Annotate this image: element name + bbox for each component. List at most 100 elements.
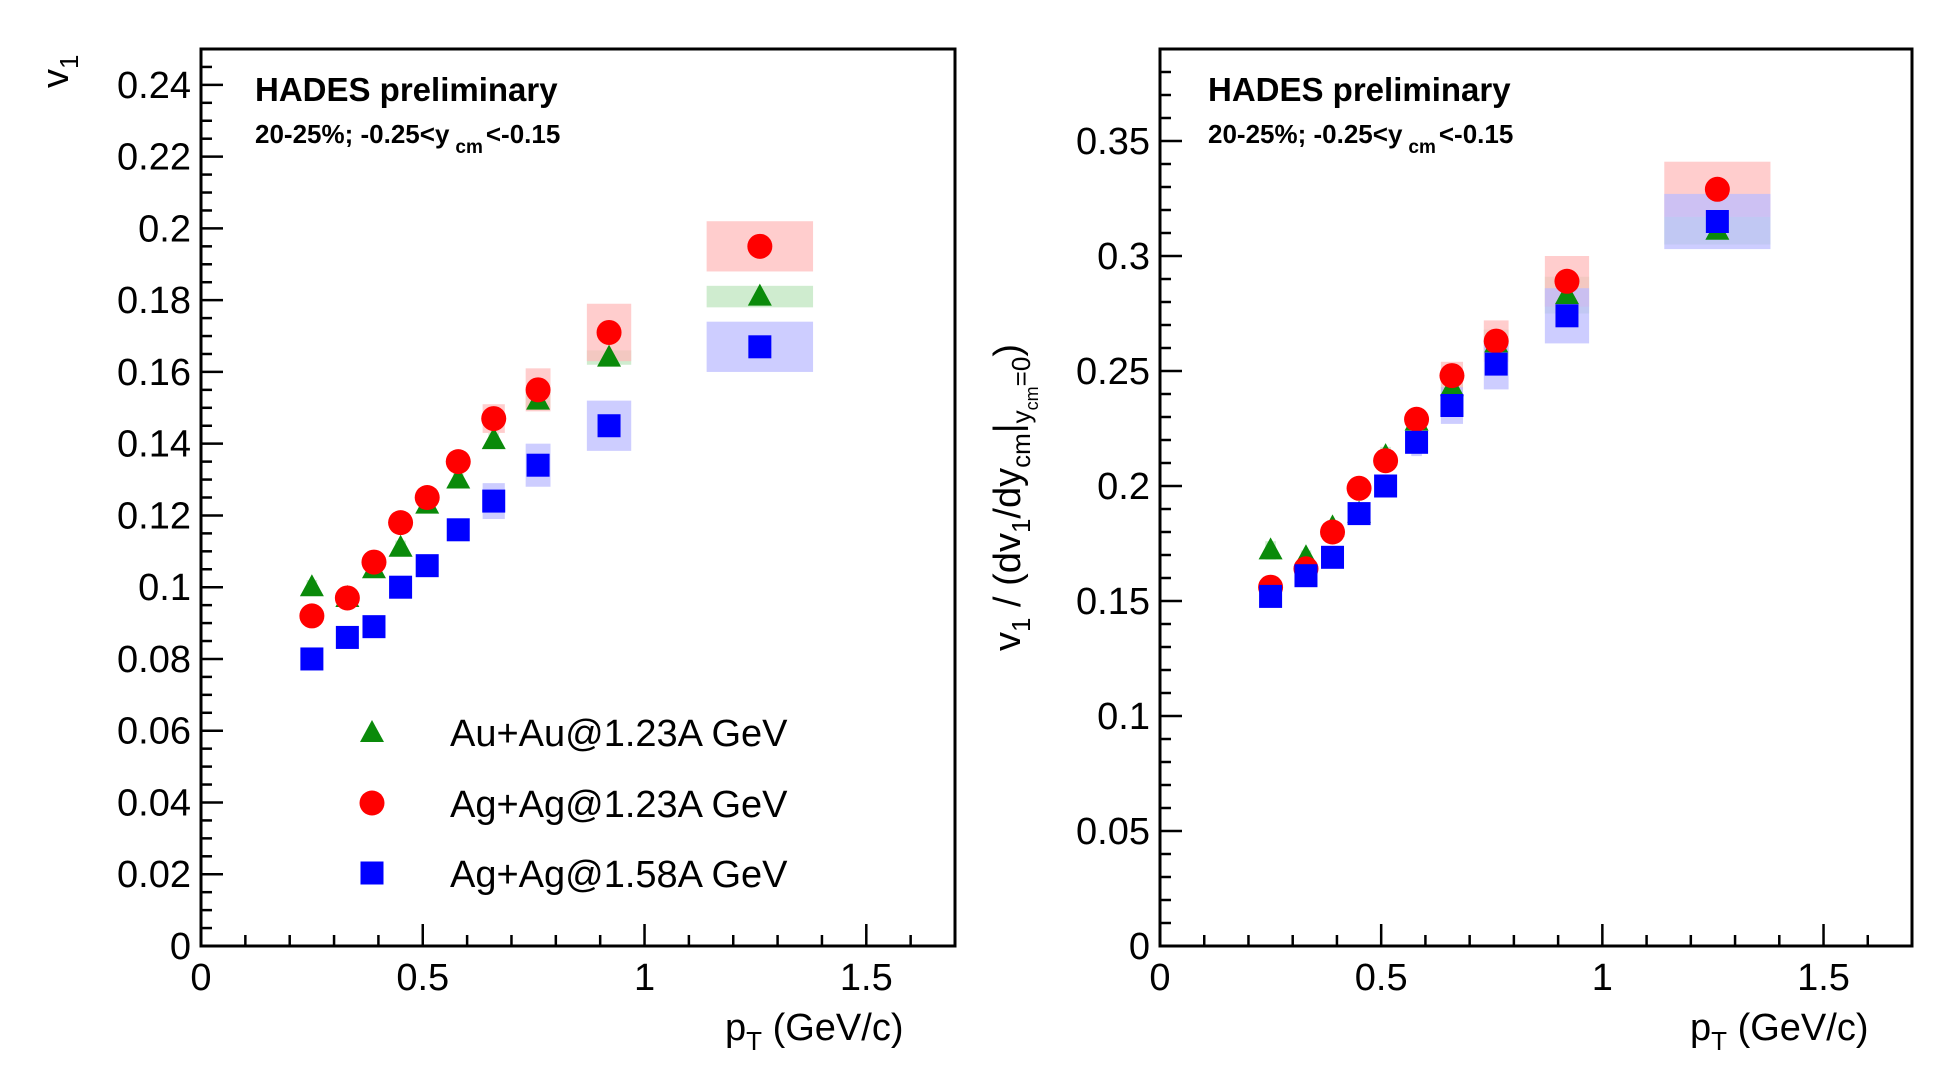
right-y-axis-label-part: | — [987, 423, 1029, 433]
right-y-tick-label: 0.05 — [1076, 811, 1150, 853]
right-data-point-circle-marker — [1404, 406, 1430, 432]
left-data-point-circle-marker — [525, 377, 551, 403]
right-panel: 0 0.05 0.1 0.15 0.2 0.25 0.3 0.35 0 0.5 1 1.5 HADES… — [987, 47, 1914, 1056]
left-y-tick-label: 0.14 — [117, 424, 191, 466]
right-data-point-square-marker — [1374, 474, 1398, 498]
right-y-axis-label-part: y — [1006, 410, 1036, 423]
left-x-axis-label: pT (GeV/c) — [725, 1007, 904, 1056]
left-y-tick-label: 0.12 — [117, 495, 191, 537]
legend-entry-ag-ag-1-58: Ag+Ag@1.58A GeV — [360, 854, 788, 896]
left-data-point-circle-marker — [334, 585, 360, 611]
left-data-point-square-marker — [597, 414, 621, 438]
right-x-tick-label: 0.5 — [1355, 957, 1408, 999]
legend-circle-icon — [359, 790, 385, 816]
right-x-tick-label: 0 — [1149, 957, 1170, 999]
right-y-tick-label: 0.2 — [1097, 466, 1150, 508]
right-y-tick-label: 0.1 — [1097, 696, 1150, 738]
right-y-axis-label-part: 1 — [1006, 519, 1036, 533]
left-data-point-square-marker — [335, 625, 359, 649]
right-data-point-square-marker — [1259, 584, 1283, 608]
left-x-tick-label: 1.5 — [840, 957, 893, 999]
left-y-tick-label: 0.18 — [117, 280, 191, 322]
right-data-point-square-marker — [1347, 502, 1371, 526]
right-data-point-circle-marker — [1439, 363, 1465, 389]
left-data-point-circle-marker — [299, 603, 325, 629]
right-y-tick-label: 0 — [1129, 926, 1150, 968]
left-data-point-circle-marker — [445, 449, 471, 475]
right-data-point-circle-marker — [1483, 328, 1509, 354]
right-tick-labels: 0 0.05 0.1 0.15 0.2 0.25 0.3 0.35 0 0.5 1 1.5 — [1076, 121, 1850, 999]
right-y-axis-label-part: =0 — [1006, 357, 1036, 387]
left-y-tick-label: 0 — [170, 926, 191, 968]
right-y-tick-label: 0.25 — [1076, 351, 1150, 393]
left-data-point-square-marker — [389, 575, 413, 599]
right-data-point-circle-marker — [1373, 448, 1399, 474]
left-y-tick-label: 0.1 — [138, 567, 191, 609]
left-y-tick-label: 0.22 — [117, 137, 191, 179]
left-data-point-triangle-marker — [299, 574, 324, 597]
right-data-point-square-marker — [1705, 210, 1729, 233]
left-y-tick-label: 0.2 — [138, 208, 191, 250]
left-data-point-square-marker — [362, 615, 386, 639]
left-data-point-triangle-marker — [388, 534, 413, 557]
right-plot-frame — [1158, 47, 1914, 948]
legend: Au+Au@1.23A GeV Ag+Ag@1.23A GeV Ag+Ag@1.… — [359, 713, 788, 896]
left-data-point-triangle-marker — [747, 283, 772, 306]
legend-square-marker — [360, 861, 384, 885]
left-data-point-square-marker — [748, 335, 772, 359]
right-y-axis-label-part: /dy — [987, 468, 1029, 519]
right-y-axis-label-part: cm — [1022, 386, 1042, 410]
left-panel: 0 0.02 0.04 0.06 0.08 0.1 0.12 0.14 0.16 0.18 0.2 0… — [35, 47, 957, 1056]
right-data-point-circle-marker — [1346, 475, 1372, 501]
left-data-point-triangle-marker — [597, 344, 622, 367]
left-data-point-triangle-marker — [446, 466, 471, 489]
legend-entry-au-au-1-23: Au+Au@1.23A GeV — [360, 713, 788, 755]
left-data-point-circle-marker — [596, 319, 622, 345]
right-data-point-triangle-marker — [1258, 537, 1283, 560]
left-y-tick-label: 0.08 — [117, 639, 191, 681]
right-x-axis-label: pT (GeV/c) — [1690, 1007, 1869, 1056]
left-data-point-square-marker — [446, 518, 470, 542]
right-y-tick-label: 0.35 — [1076, 121, 1150, 163]
right-data-point-square-marker — [1440, 394, 1464, 417]
left-data-point-circle-marker — [414, 485, 440, 510]
left-y-tick-label: 0.24 — [117, 65, 191, 107]
left-x-tick-label: 0.5 — [396, 957, 449, 999]
right-data-point-circle-marker — [1320, 519, 1346, 545]
right-y-axis-label-part: cm — [1006, 433, 1036, 468]
left-data-point-circle-marker — [481, 406, 507, 432]
legend-triangle-icon — [360, 720, 384, 742]
left-data-point-square-marker — [415, 554, 439, 578]
legend-square-icon — [360, 861, 384, 885]
right-y-axis-label-part: ) — [987, 344, 1029, 357]
left-y-tick-label: 0.04 — [117, 782, 191, 824]
left-markers — [299, 233, 773, 671]
right-x-tick-label: 1 — [1592, 957, 1613, 999]
left-data-point-square-marker — [482, 489, 506, 513]
right-y-tick-label: 0.3 — [1097, 236, 1150, 278]
left-data-point-square-marker — [300, 647, 324, 671]
right-x-tick-label: 1.5 — [1797, 957, 1850, 999]
left-data-point-circle-marker — [747, 233, 773, 259]
legend-entry-ag-ag-1-23: Ag+Ag@1.23A GeV — [359, 784, 788, 826]
right-data-point-square-marker — [1405, 430, 1429, 454]
left-data-point-circle-marker — [388, 510, 414, 536]
right-y-axis-label: v1 / (dv1/dycm|ycm=0) — [987, 344, 1042, 651]
legend-label-ag-ag-1-58: Ag+Ag@1.58A GeV — [450, 854, 788, 896]
right-y-axis-label-part: / (dv — [987, 533, 1029, 617]
left-y-axis-label: v1 — [35, 55, 84, 88]
legend-circle-marker — [359, 790, 385, 816]
legend-label-ag-ag-1-23: Ag+Ag@1.23A GeV — [450, 784, 788, 826]
right-y-axis-label-part: 1 — [1006, 618, 1036, 632]
left-x-tick-label: 0 — [190, 957, 211, 999]
left-x-tick-label: 1 — [634, 957, 655, 999]
left-annotation-centrality: 20-25%; -0.25<y cm <-0.15 — [255, 119, 560, 158]
right-data-point-circle-marker — [1704, 176, 1730, 202]
right-data-point-square-marker — [1484, 352, 1508, 376]
right-annotation-title: HADES preliminary — [1208, 71, 1511, 108]
right-annotation-centrality: 20-25%; -0.25<y cm <-0.15 — [1208, 119, 1513, 158]
right-y-tick-label: 0.15 — [1076, 581, 1150, 623]
left-y-tick-label: 0.16 — [117, 352, 191, 394]
